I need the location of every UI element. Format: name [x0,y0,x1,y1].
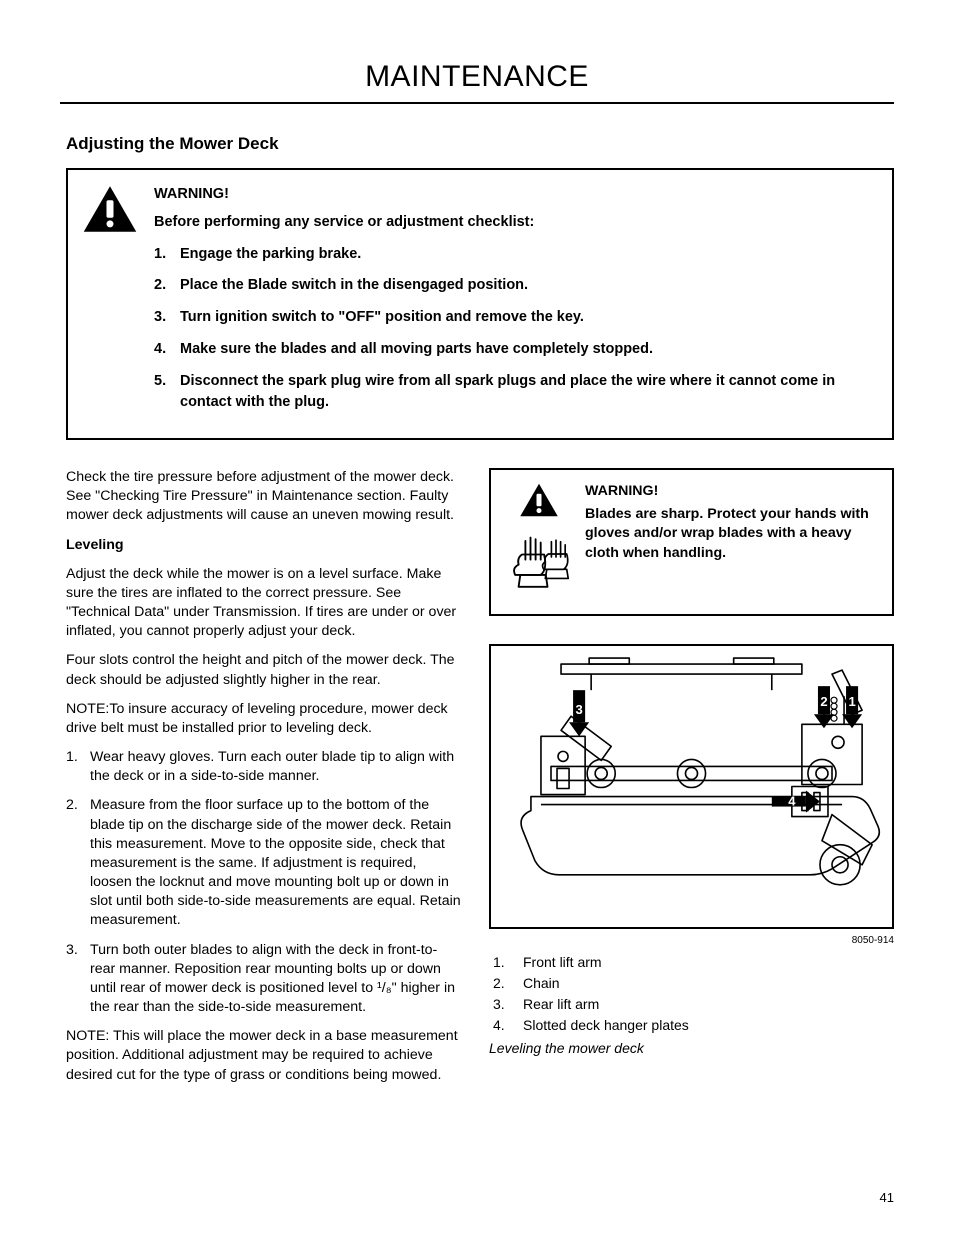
leveling-steps: Wear heavy gloves. Turn each outer blade… [66,748,461,1017]
figure-caption: Leveling the mower deck [489,1040,894,1056]
warning-lead: Before performing any service or adjustm… [154,212,874,234]
legend-item: Chain [489,973,894,994]
section-title: Adjusting the Mower Deck [66,134,894,154]
page-number: 41 [880,1190,894,1205]
warning-body: Blades are sharp. Protect your hands wit… [585,505,878,563]
leveling-p1: Adjust the deck while the mower is on a … [66,565,461,642]
warning-triangle-icon [519,482,559,523]
svg-text:1: 1 [848,694,855,709]
right-column: WARNING! Blades are sharp. Protect your … [489,468,894,1095]
warning-title: WARNING! [585,482,878,501]
svg-text:3: 3 [575,702,582,717]
legend-item: Front lift arm [489,952,894,973]
gloves-icon [505,529,573,602]
warning-box-blades: WARNING! Blades are sharp. Protect your … [489,468,894,616]
left-column: Check the tire pressure before adjustmen… [66,468,461,1095]
page-title: MAINTENANCE [60,60,894,104]
figure-id: 8050-914 [489,935,894,946]
warning-triangle-icon [82,184,138,424]
leveling-note1: NOTE:To insure accuracy of leveling proc… [66,700,461,738]
warning-box-checklist: WARNING! Before performing any service o… [66,168,894,440]
leveling-heading: Leveling [66,536,461,555]
warning-checklist-item: Make sure the blades and all moving part… [154,339,874,361]
svg-text:4: 4 [788,794,796,809]
mower-deck-figure: 3 2 1 4 [489,644,894,929]
warning-checklist-item: Engage the parking brake. [154,244,874,266]
leveling-step: Wear heavy gloves. Turn each outer blade… [66,748,461,786]
leveling-step: Measure from the floor surface up to the… [66,796,461,930]
warning-checklist-item: Turn ignition switch to "OFF" position a… [154,307,874,329]
intro-paragraph: Check the tire pressure before adjustmen… [66,468,461,526]
warning-title: WARNING! [154,184,874,206]
leveling-p2: Four slots control the height and pitch … [66,651,461,689]
legend-item: Rear lift arm [489,994,894,1015]
legend-item: Slotted deck hanger plates [489,1015,894,1036]
warning-checklist-item: Place the Blade switch in the disengaged… [154,275,874,297]
leveling-note2: NOTE: This will place the mower deck in … [66,1027,461,1085]
svg-text:2: 2 [820,694,827,709]
leveling-step: Turn both outer blades to align with the… [66,941,461,1018]
figure-legend: Front lift arm Chain Rear lift arm Slott… [489,952,894,1036]
warning-checklist-item: Disconnect the spark plug wire from all … [154,371,874,415]
warning-checklist: Engage the parking brake. Place the Blad… [154,244,874,415]
